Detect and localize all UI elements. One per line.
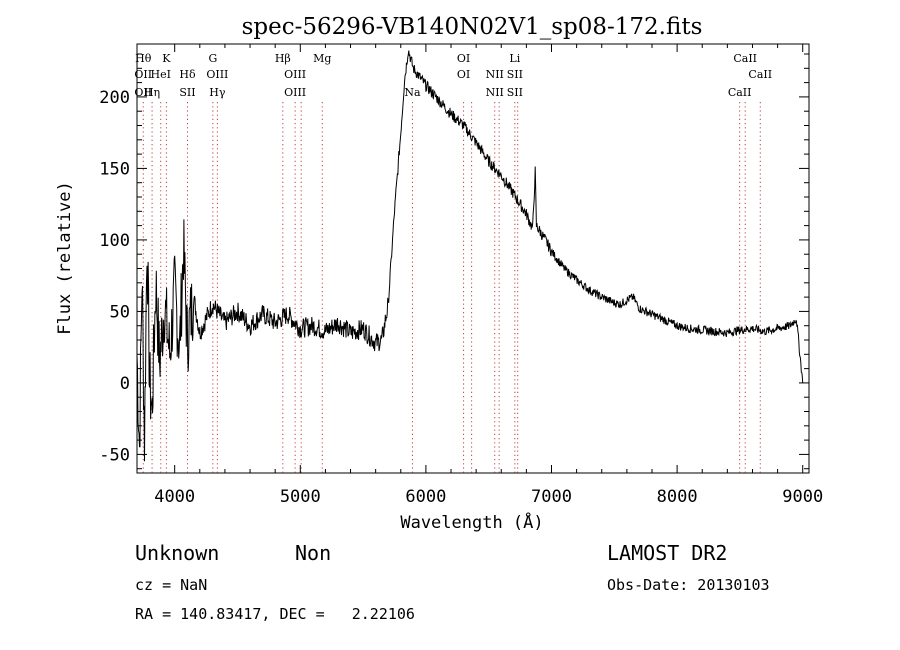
y-tick-label: 200 [99, 88, 130, 108]
line-label: Hγ [209, 86, 226, 99]
line-label: OIII [284, 68, 306, 81]
x-tick-label: 5000 [280, 487, 321, 507]
line-label: CaII [733, 52, 757, 65]
x-tick-label: 8000 [657, 487, 698, 507]
y-tick-label: 0 [120, 374, 130, 394]
coordinates: RA = 140.83417, DEC = 2.22106 [135, 605, 415, 623]
line-label: SII [507, 86, 523, 99]
y-axis-label: Flux (relative) [55, 181, 75, 335]
x-tick-label: 9000 [782, 487, 823, 507]
x-tick-label: 7000 [531, 487, 572, 507]
x-tick-label: 6000 [405, 487, 446, 507]
chart-title: spec-56296-VB140N02V1_sp08-172.fits [242, 14, 703, 40]
line-label: NII [486, 68, 504, 81]
line-label: SII [179, 86, 195, 99]
x-axis-label: Wavelength (Å) [400, 511, 543, 533]
y-tick-label: 100 [99, 231, 130, 251]
redshift-cz: cz = NaN [135, 576, 208, 594]
line-label: CaII [728, 86, 752, 99]
line-label: Mg [313, 52, 331, 65]
line-label: OIII [284, 86, 306, 99]
line-label: K [162, 52, 171, 65]
line-label: CaII [748, 68, 772, 81]
emission-lines: HθOIIOIIHηHeIKHδSIIGOIIIHγHβOIIIOIIIMgNa… [134, 52, 772, 473]
line-label: Hδ [179, 68, 196, 81]
line-label: Hθ [135, 52, 152, 65]
line-label: OII [134, 68, 152, 81]
line-label: HeI [151, 68, 171, 81]
line-label: Hβ [275, 52, 291, 65]
plot-frame [136, 43, 810, 474]
x-tick-label: 4000 [154, 487, 195, 507]
y-tick-label: -50 [99, 445, 130, 465]
object-subclass: Non [295, 541, 332, 565]
spectrum-line [136, 50, 804, 462]
line-label: Li [509, 52, 520, 65]
line-label: OII [134, 86, 152, 99]
y-tick-label: 150 [99, 159, 130, 179]
x-axis-ticks: 4000 5000 6000 7000 8000 9000 [154, 44, 823, 507]
line-label: NII [486, 86, 504, 99]
line-label: OI [457, 52, 470, 65]
line-label: OIII [206, 68, 228, 81]
obs-date: Obs-Date: 20130103 [607, 576, 770, 594]
y-tick-label: 50 [110, 302, 130, 322]
line-label: OI [457, 68, 470, 81]
object-class: Unknown [135, 541, 220, 565]
line-label: SII [507, 68, 523, 81]
line-label: G [208, 52, 217, 65]
line-label: Na [404, 86, 421, 99]
survey-name: LAMOST DR2 [607, 541, 728, 565]
line-label: Hη [144, 86, 160, 99]
